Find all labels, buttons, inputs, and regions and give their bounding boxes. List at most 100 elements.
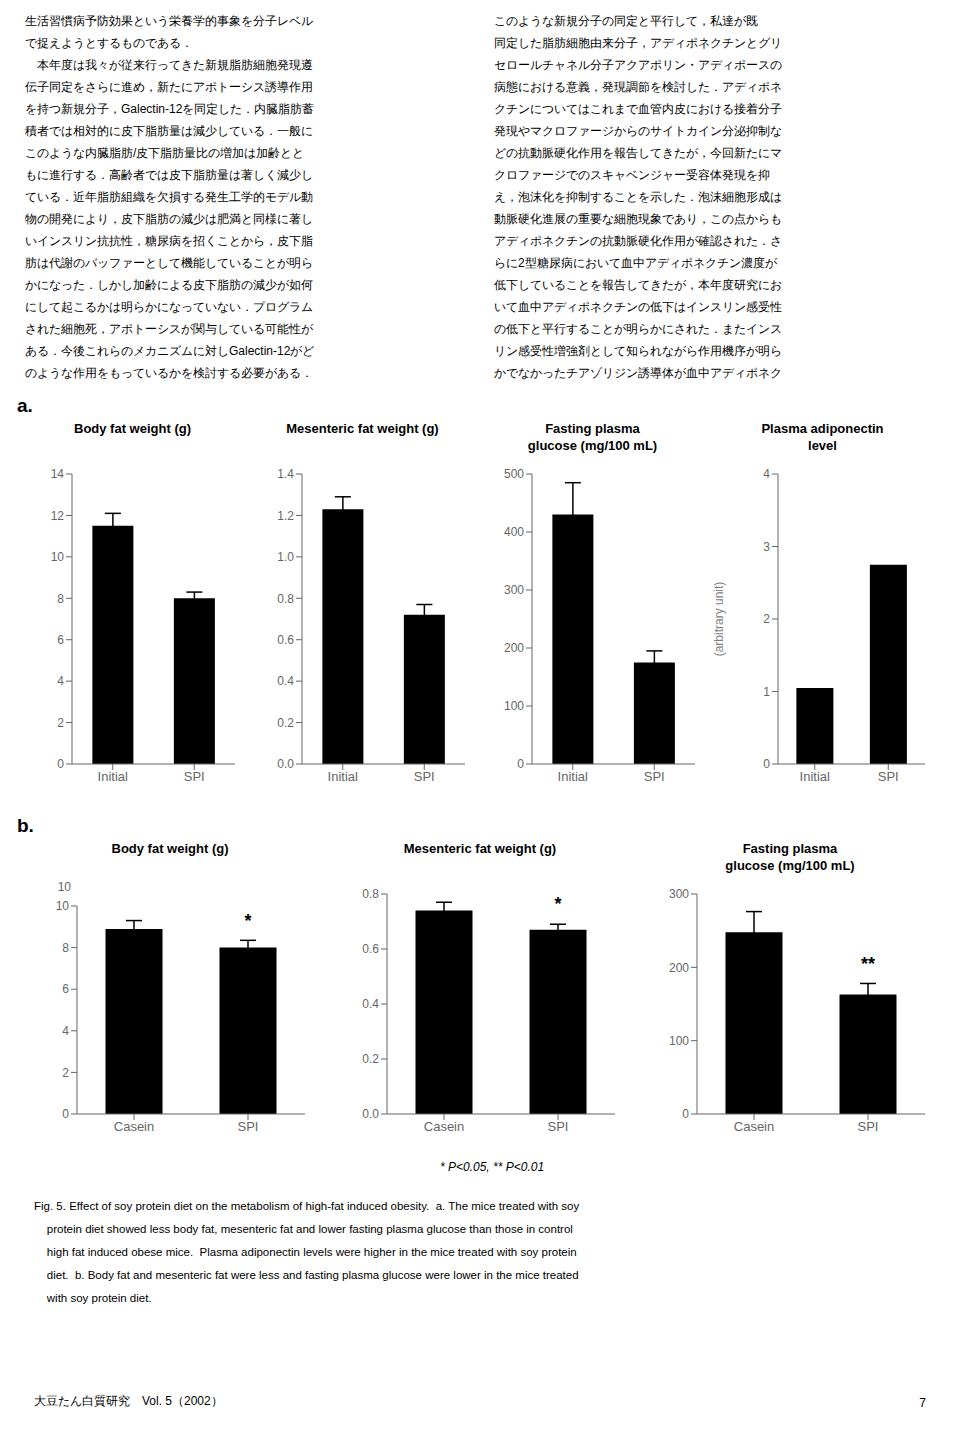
svg-text:1.0: 1.0 bbox=[277, 550, 294, 564]
svg-text:6: 6 bbox=[57, 633, 64, 647]
html-text:クチンについてはこれまで血管内皮における接着分子: クチンについてはこれまで血管内皮における接着分子 bbox=[494, 102, 782, 116]
svg-text:3: 3 bbox=[763, 540, 770, 554]
svg-text:200: 200 bbox=[669, 961, 689, 975]
svg-text:1.4: 1.4 bbox=[277, 467, 294, 481]
svg-text:2: 2 bbox=[62, 1066, 69, 1080]
html-text:アディポネクチンの抗動脈硬化作用が確認された．さ: アディポネクチンの抗動脈硬化作用が確認された．さ bbox=[494, 234, 782, 248]
svg-text:0: 0 bbox=[682, 1107, 689, 1121]
svg-text:SPI: SPI bbox=[878, 769, 899, 784]
html-text:にして起こるかは明らかになっていない．プログラム: にして起こるかは明らかになっていない．プログラム bbox=[25, 300, 313, 314]
svg-text:2: 2 bbox=[57, 716, 64, 730]
html-text:え，泡沫化を抑制することを示した．泡沫細胞形成は: え，泡沫化を抑制することを示した．泡沫細胞形成は bbox=[494, 190, 782, 204]
svg-text:12: 12 bbox=[51, 509, 65, 523]
svg-text:Initial: Initial bbox=[800, 769, 830, 784]
svg-text:**: ** bbox=[861, 954, 875, 974]
svg-text:14: 14 bbox=[51, 467, 65, 481]
svg-text:100: 100 bbox=[669, 1034, 689, 1048]
svg-text:Initial: Initial bbox=[328, 769, 358, 784]
svg-text:0: 0 bbox=[57, 757, 64, 771]
html-text:いインスリン抗抗性，糖尿病を招くことから，皮下脂: いインスリン抗抗性，糖尿病を招くことから，皮下脂 bbox=[25, 234, 313, 248]
svg-text:Casein: Casein bbox=[424, 1119, 464, 1134]
html-text:同定した脂肪細胞由来分子，アディポネクチンとグリ: 同定した脂肪細胞由来分子，アディポネクチンとグリ bbox=[494, 36, 782, 50]
svg-text:SPI: SPI bbox=[414, 769, 435, 784]
svg-text:0.6: 0.6 bbox=[277, 633, 294, 647]
html-text:level: level bbox=[808, 438, 837, 453]
html-text:Fasting plasma: Fasting plasma bbox=[545, 421, 640, 436]
html-text:a.: a. bbox=[17, 395, 33, 416]
svg-text:8: 8 bbox=[62, 941, 69, 955]
html-text:病態における意義，発現調節を検討した．アディポネ: 病態における意義，発現調節を検討した．アディポネ bbox=[494, 80, 782, 94]
html-text:された細胞死，アポトーシスが関与している可能性が: された細胞死，アポトーシスが関与している可能性が bbox=[25, 322, 313, 336]
svg-text:0: 0 bbox=[763, 757, 770, 771]
html-text:肪は代謝のバッファーとして機能していることが明ら: 肪は代謝のバッファーとして機能していることが明ら bbox=[25, 256, 313, 270]
html-text:クロファージでのスキャベンジャー受容体発現を抑: クロファージでのスキャベンジャー受容体発現を抑 bbox=[494, 168, 770, 182]
svg-text:6: 6 bbox=[62, 982, 69, 996]
svg-text:0.8: 0.8 bbox=[277, 592, 294, 606]
html-text:物の開発により，皮下脂肪の減少は肥満と同様に著し: 物の開発により，皮下脂肪の減少は肥満と同様に著し bbox=[25, 212, 313, 226]
svg-text:10: 10 bbox=[51, 550, 65, 564]
html-text:このような新規分子の同定と平行して，私達が既: このような新規分子の同定と平行して，私達が既 bbox=[494, 14, 758, 28]
svg-text:0.0: 0.0 bbox=[277, 757, 294, 771]
html-text:かになった．しかし加齢による皮下脂肪の減少が如何: かになった．しかし加齢による皮下脂肪の減少が如何 bbox=[25, 278, 313, 292]
svg-text:1.2: 1.2 bbox=[277, 509, 294, 523]
html-text:Body fat weight (g): Body fat weight (g) bbox=[74, 421, 191, 436]
html-text:b.: b. bbox=[17, 815, 34, 836]
svg-text:0: 0 bbox=[517, 757, 524, 771]
html-text:セロールチャネル分子アクアポリン・アディポースの: セロールチャネル分子アクアポリン・アディポースの bbox=[494, 58, 782, 72]
html-text:ある．今後これらのメカニズムに対しGalectin-12がど: ある．今後これらのメカニズムに対しGalectin-12がど bbox=[25, 344, 315, 358]
svg-text:SPI: SPI bbox=[644, 769, 665, 784]
html-text:のような作用をもっているかを検討する必要がある．: のような作用をもっているかを検討する必要がある． bbox=[25, 366, 313, 380]
svg-text:*: * bbox=[244, 911, 251, 931]
svg-text:300: 300 bbox=[504, 583, 524, 597]
html-text:Fasting plasma: Fasting plasma bbox=[742, 841, 838, 856]
svg-text:4: 4 bbox=[763, 467, 770, 481]
svg-text:100: 100 bbox=[504, 699, 524, 713]
svg-text:SPI: SPI bbox=[184, 769, 205, 784]
html-text:動脈硬化進展の重要な細胞現象であり，この点からも: 動脈硬化進展の重要な細胞現象であり，この点からも bbox=[494, 212, 782, 226]
svg-text:SPI: SPI bbox=[238, 1119, 259, 1134]
svg-text:4: 4 bbox=[62, 1024, 69, 1038]
svg-text:Initial: Initial bbox=[558, 769, 588, 784]
svg-text:Initial: Initial bbox=[98, 769, 128, 784]
html-text:生活習慣病予防効果という栄養学的事象を分子レベル: 生活習慣病予防効果という栄養学的事象を分子レベル bbox=[25, 14, 313, 28]
html-text:glucose (mg/100 mL): glucose (mg/100 mL) bbox=[725, 858, 855, 873]
html-text:もに進行する．高齢者では皮下脂肪量は著しく減少し: もに進行する．高齢者では皮下脂肪量は著しく減少し bbox=[25, 168, 313, 182]
svg-text:0.2: 0.2 bbox=[362, 1052, 379, 1066]
html-text:伝子同定をさらに進め，新たにアポトーシス誘導作用: 伝子同定をさらに進め，新たにアポトーシス誘導作用 bbox=[25, 80, 313, 94]
svg-text:0: 0 bbox=[62, 1107, 69, 1121]
html-text:発現やマクロファージからのサイトカイン分泌抑制な: 発現やマクロファージからのサイトカイン分泌抑制な bbox=[494, 124, 782, 138]
html-text:積者では相対的に皮下脂肪量は減少している．一般に: 積者では相対的に皮下脂肪量は減少している．一般に bbox=[25, 124, 313, 138]
svg-text:200: 200 bbox=[504, 641, 524, 655]
svg-text:Casein: Casein bbox=[114, 1119, 154, 1134]
svg-text:0.6: 0.6 bbox=[362, 942, 379, 956]
svg-text:(arbitrary unit): (arbitrary unit) bbox=[712, 582, 726, 657]
html-text:Plasma adiponectin: Plasma adiponectin bbox=[761, 421, 884, 436]
svg-text:300: 300 bbox=[669, 887, 689, 901]
svg-text:500: 500 bbox=[504, 467, 524, 481]
svg-text:SPI: SPI bbox=[548, 1119, 569, 1134]
html-text:で捉えようとするものである．: で捉えようとするものである． bbox=[25, 36, 193, 50]
svg-text:*: * bbox=[554, 894, 561, 914]
html-text:を持つ新規分子，Galectin-12を同定した．内臓脂肪蓄: を持つ新規分子，Galectin-12を同定した．内臓脂肪蓄 bbox=[25, 102, 315, 116]
svg-text:0.4: 0.4 bbox=[277, 674, 294, 688]
svg-text:1: 1 bbox=[763, 685, 770, 699]
html-text:どの抗動脈硬化作用を報告してきたが，今回新たにマ: どの抗動脈硬化作用を報告してきたが，今回新たにマ bbox=[494, 146, 782, 160]
svg-text:4: 4 bbox=[57, 674, 64, 688]
svg-text:0.8: 0.8 bbox=[362, 887, 379, 901]
svg-text:2: 2 bbox=[763, 612, 770, 626]
html-text:ている．近年脂肪組織を欠損する発生工学的モデル動: ている．近年脂肪組織を欠損する発生工学的モデル動 bbox=[25, 190, 313, 204]
html-text:このような内臓脂肪/皮下脂肪量比の増加は加齢とと: このような内臓脂肪/皮下脂肪量比の増加は加齢とと bbox=[25, 146, 305, 160]
html-text:Mesenteric fat weight (g): Mesenteric fat weight (g) bbox=[286, 421, 439, 436]
svg-text:0.2: 0.2 bbox=[277, 716, 294, 730]
svg-text:SPI: SPI bbox=[858, 1119, 879, 1134]
svg-text:0.0: 0.0 bbox=[362, 1107, 379, 1121]
svg-text:10: 10 bbox=[56, 899, 70, 913]
html-text:Mesenteric fat weight (g): Mesenteric fat weight (g) bbox=[403, 841, 557, 856]
svg-text:400: 400 bbox=[504, 525, 524, 539]
html-text:Body fat weight (g): Body fat weight (g) bbox=[111, 841, 229, 856]
html-text:本年度は我々が従来行ってきた新規脂肪細胞発現遵: 本年度は我々が従来行ってきた新規脂肪細胞発現遵 bbox=[25, 58, 313, 72]
svg-text:0.4: 0.4 bbox=[362, 997, 379, 1011]
svg-text:8: 8 bbox=[57, 592, 64, 606]
svg-text:Casein: Casein bbox=[734, 1119, 774, 1134]
html-text:glucose (mg/100 mL): glucose (mg/100 mL) bbox=[527, 438, 658, 453]
